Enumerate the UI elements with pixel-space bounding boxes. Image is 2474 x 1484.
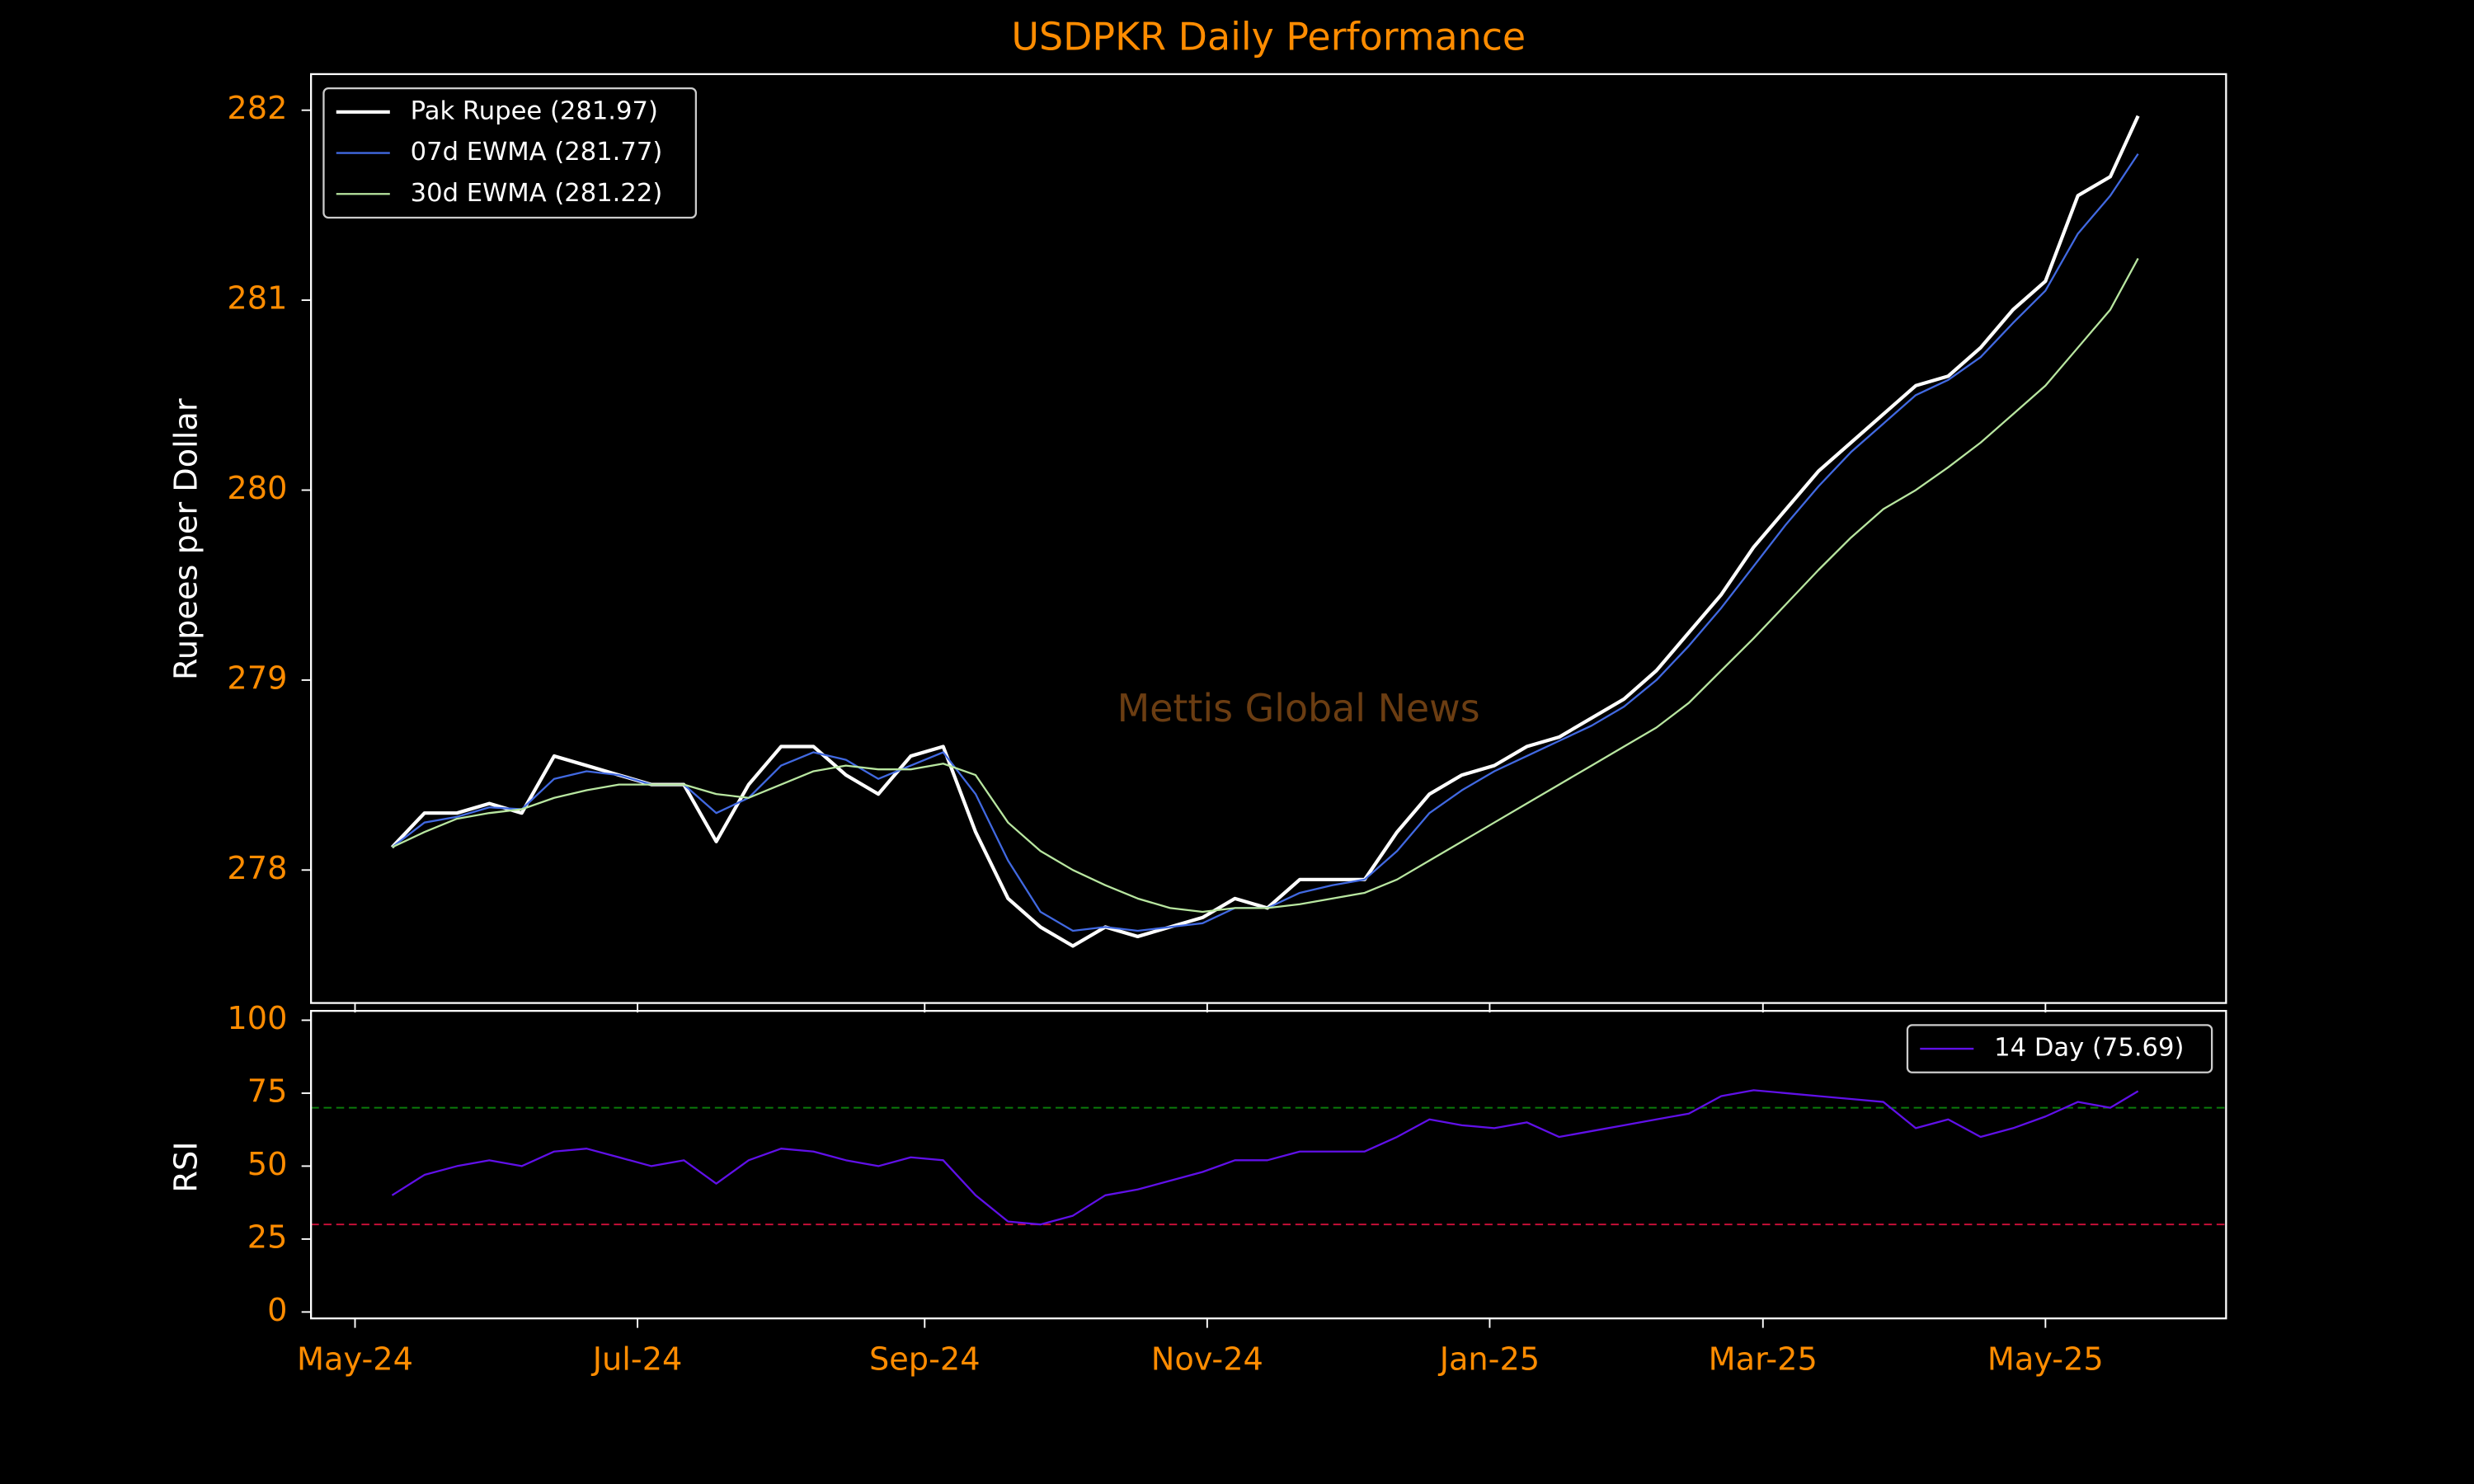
y-tick-label: 50 bbox=[247, 1146, 288, 1183]
legend-label: 14 Day (75.69) bbox=[1994, 1034, 2184, 1063]
legend-label: Pak Rupee (281.97) bbox=[411, 96, 658, 125]
y-tick-label: 281 bbox=[227, 280, 287, 317]
data-line bbox=[391, 257, 2139, 913]
plot-frame bbox=[310, 1009, 2227, 1320]
x-tick-label: Mar-25 bbox=[1709, 1341, 1818, 1378]
chart-title: USDPKR Daily Performance bbox=[1011, 14, 1526, 59]
x-tick-label: Sep-24 bbox=[869, 1341, 981, 1378]
legend: 14 Day (75.69) bbox=[1906, 1024, 2213, 1073]
y-tick-label: 280 bbox=[227, 470, 287, 507]
x-tick-label: Nov-24 bbox=[1151, 1341, 1263, 1378]
y-tick-label: 25 bbox=[247, 1219, 288, 1256]
y-tick-label: 0 bbox=[267, 1292, 287, 1329]
x-tick-label: Jul-24 bbox=[591, 1341, 683, 1378]
y-axis-label: RSI bbox=[167, 1141, 205, 1192]
x-tick-label: May-25 bbox=[1987, 1341, 2104, 1378]
x-tick-label: Jan-25 bbox=[1438, 1341, 1540, 1378]
x-tick-label: May-24 bbox=[297, 1341, 413, 1378]
y-tick-label: 282 bbox=[227, 90, 287, 127]
y-tick-label: 278 bbox=[227, 850, 287, 887]
y-tick-label: 75 bbox=[247, 1073, 288, 1110]
plot-frame bbox=[310, 73, 2227, 1004]
legend-box bbox=[322, 87, 698, 219]
watermark: Mettis Global News bbox=[1117, 686, 1480, 730]
y-axis-label: Rupees per Dollar bbox=[167, 398, 205, 680]
legend-label: 07d EWMA (281.77) bbox=[411, 138, 663, 167]
legend-label: 30d EWMA (281.22) bbox=[411, 179, 663, 208]
legend-box bbox=[1906, 1024, 2213, 1073]
y-tick-label: 279 bbox=[227, 660, 287, 697]
legend: Pak Rupee (281.97) 07d EWMA (281.77) 30d E… bbox=[322, 87, 698, 219]
y-tick-label: 100 bbox=[227, 1000, 287, 1037]
data-line bbox=[391, 1089, 2139, 1226]
